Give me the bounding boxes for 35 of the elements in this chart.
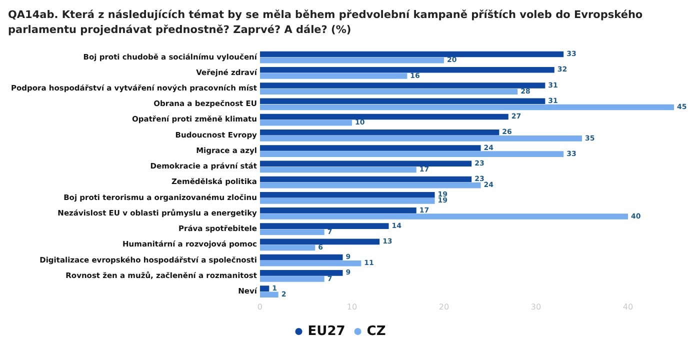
bar — [260, 292, 278, 298]
bar — [260, 145, 481, 151]
bar — [260, 166, 416, 173]
bar — [260, 151, 564, 157]
bar — [260, 98, 546, 104]
bar — [260, 238, 380, 245]
chart-title: QA14ab. Která z následujících témat by se měla během předvolební kampaně příštích voleb do Evropského parlamentu projednávat přednostně? Zaprvé? A dále? (%) — [8, 8, 644, 38]
legend-label: CZ — [366, 324, 386, 339]
bar — [260, 176, 472, 182]
bar — [260, 260, 362, 266]
bar — [260, 198, 435, 204]
bar — [260, 120, 352, 126]
bar — [260, 208, 416, 214]
bar — [260, 192, 435, 198]
bar — [260, 276, 324, 282]
bar — [260, 114, 508, 120]
bar — [260, 182, 481, 188]
bar — [260, 51, 564, 58]
bar — [260, 104, 674, 110]
bar — [260, 129, 500, 136]
bar — [260, 223, 389, 229]
bar — [260, 73, 408, 79]
bar — [260, 160, 472, 166]
bar — [260, 88, 518, 94]
bar — [260, 82, 546, 88]
bar — [260, 286, 270, 292]
bar — [260, 57, 444, 64]
bar — [260, 244, 316, 251]
legend-label: EU27 — [308, 324, 346, 339]
bar — [260, 254, 343, 260]
bar — [260, 66, 554, 73]
bar — [260, 214, 628, 220]
bar — [260, 270, 343, 276]
bar — [260, 229, 324, 236]
bar — [260, 136, 582, 142]
